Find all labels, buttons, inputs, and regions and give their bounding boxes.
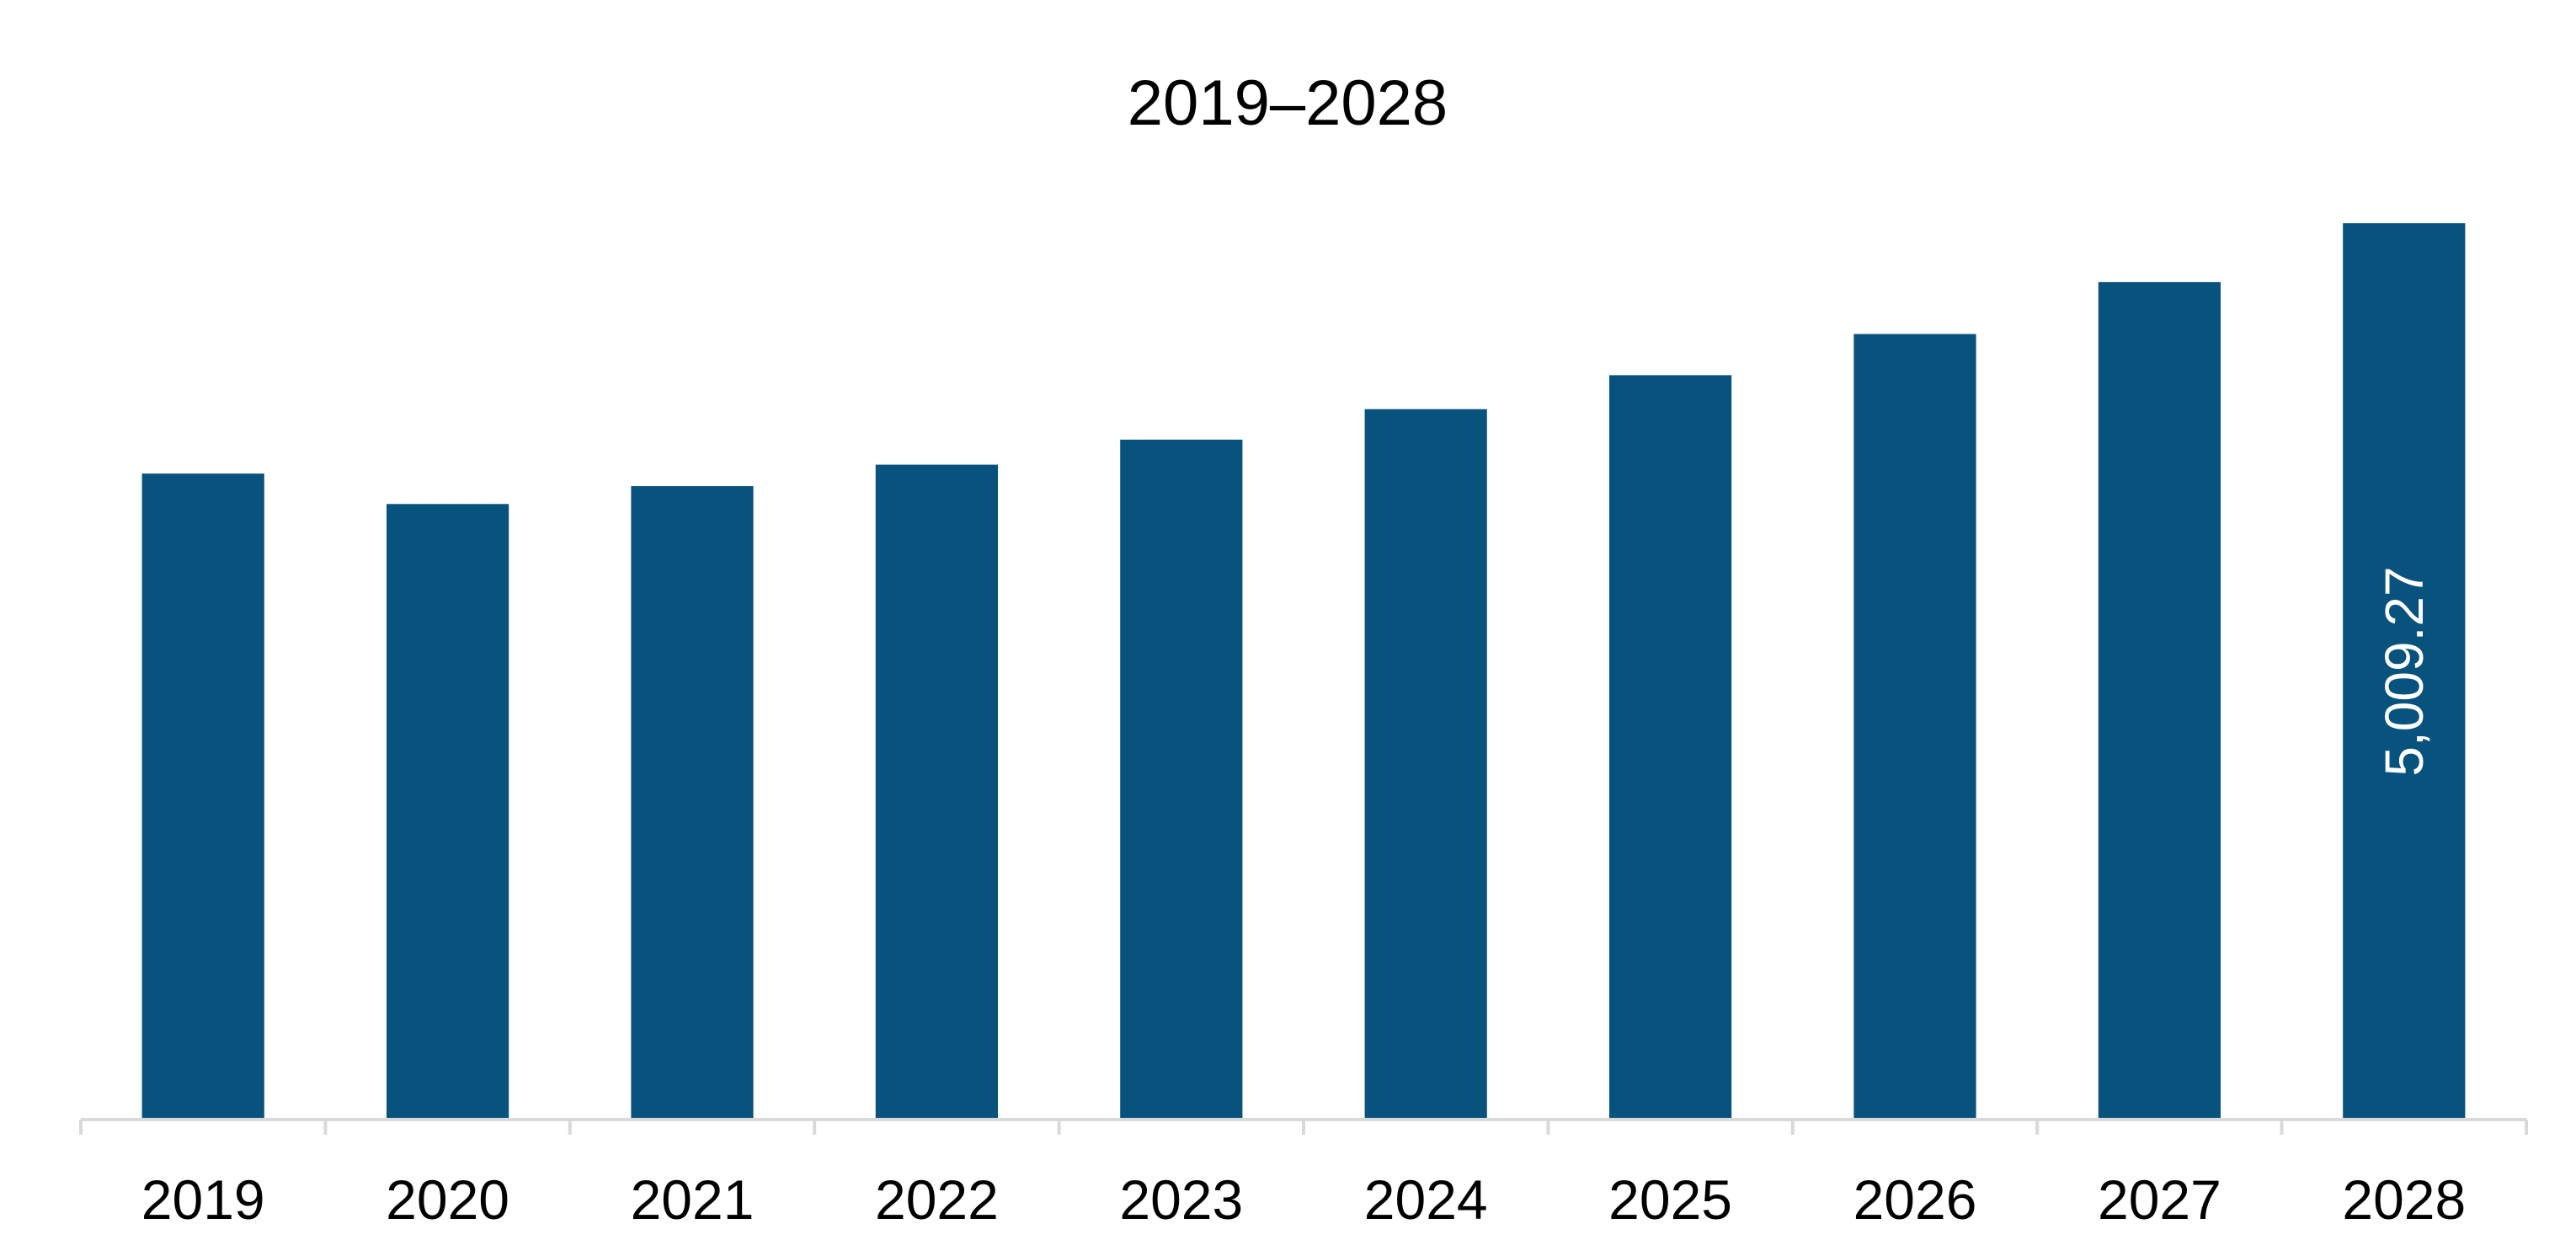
x-tick-label-2025: 2025	[1608, 1168, 1732, 1231]
x-tick-label-2026: 2026	[1853, 1168, 1977, 1231]
x-tick-label-2022: 2022	[875, 1168, 999, 1231]
x-tick-label-2021: 2021	[631, 1168, 755, 1231]
x-tick-label-2024: 2024	[1364, 1168, 1488, 1231]
x-tick-label-2019: 2019	[141, 1168, 265, 1231]
chart-title: 2019–2028	[1128, 67, 1448, 139]
bar-2021	[631, 486, 754, 1120]
bar-2020	[387, 504, 509, 1120]
x-tick-label-2027: 2027	[2098, 1168, 2221, 1231]
bar-2025	[1609, 375, 1732, 1120]
bar-2026	[1853, 334, 1976, 1120]
bar-2028	[2343, 223, 2466, 1120]
x-tick-labels: 2019 2020 2021 2022 2023 2024 2025 2026 2027 2028	[141, 1168, 2466, 1231]
x-tick-label-2023: 2023	[1119, 1168, 1243, 1231]
bar-2027	[2098, 281, 2221, 1120]
bar-2019	[141, 473, 264, 1120]
x-axis	[79, 1118, 2528, 1135]
x-tick-label-2020: 2020	[386, 1168, 509, 1231]
bars-group	[141, 223, 2466, 1120]
data-labels: 5,009.27	[2374, 566, 2435, 776]
bar-2022	[875, 464, 998, 1120]
bar-2024	[1364, 409, 1487, 1120]
x-tick-label-2028: 2028	[2342, 1168, 2466, 1231]
bar-2023	[1120, 439, 1243, 1120]
data-label-2028: 5,009.27	[2374, 566, 2435, 776]
